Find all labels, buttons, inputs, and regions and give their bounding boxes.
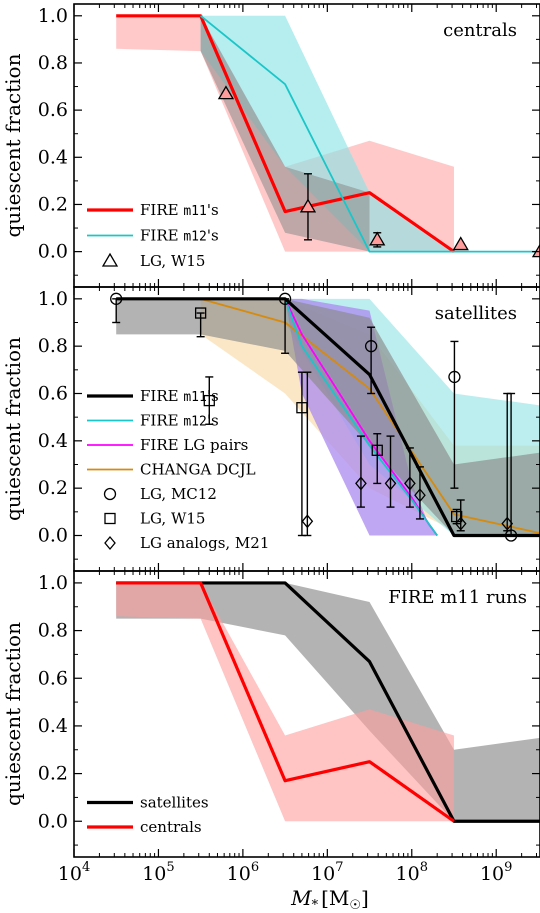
y-axis-label: quiescent fraction	[1, 337, 25, 521]
legend-item: FIRE m12's	[87, 412, 219, 430]
x-tick-label: 107	[311, 860, 343, 885]
legend-item: FIRE LG pairs	[87, 436, 248, 454]
panels: 0.0 0.2 0.4 0.6 0.8 1.0 quiescent fraction cent…	[1, 4, 540, 857]
legend-marker	[105, 514, 115, 524]
legend-item: LG, W15	[105, 510, 205, 528]
x-axis-label: M* [M☉]	[290, 886, 369, 913]
legend-item: satellites	[87, 794, 209, 812]
legend-label: centrals	[140, 818, 202, 836]
legend-label: FIRE LG pairs	[140, 436, 248, 454]
y-tick-label: 0.0	[38, 810, 68, 832]
y-tick-label: 0.8	[38, 335, 68, 357]
y-tick-label: 1.0	[38, 5, 68, 27]
y-tick-label: 0.0	[38, 525, 68, 547]
panel-fire-m11-runs: 0.0 0.2 0.4 0.6 0.8 1.0 quiescent fraction FIRE…	[1, 571, 540, 857]
y-tick-label: 1.0	[38, 288, 68, 310]
legend: satellites centrals	[87, 794, 209, 837]
y-tick-label: 0.0	[38, 241, 68, 263]
legend-item: LG, MC12	[105, 485, 217, 503]
legend-marker	[105, 537, 115, 549]
y-tick-label: 0.2	[38, 763, 68, 785]
legend-item: FIRE m11's	[87, 201, 219, 219]
y-tick-label: 0.4	[38, 430, 68, 452]
y-tick-label: 1.0	[38, 572, 68, 594]
y-tick-label: 0.6	[38, 99, 68, 121]
legend-label: FIRE m11's	[140, 201, 219, 219]
legend-item: CHANGA DCJL	[87, 461, 256, 479]
legend-label: LG, W15	[140, 252, 205, 270]
legend-label: FIRE m12's	[140, 227, 219, 245]
data-point-0	[533, 245, 540, 257]
y-tick-label: 0.8	[38, 52, 68, 74]
legend: FIRE m11's FIRE m12's LG, W15	[87, 201, 219, 270]
legend-label: LG analogs, M21	[140, 534, 269, 552]
y-tick-label: 0.2	[38, 477, 68, 499]
x-tick-label: 109	[480, 860, 512, 885]
panel-title: centrals	[443, 20, 517, 41]
legend-marker	[103, 254, 117, 266]
legend-label: satellites	[140, 794, 209, 812]
plot-area	[116, 583, 540, 821]
x-tick-label: 104	[58, 860, 90, 885]
data-point-0	[454, 238, 468, 250]
legend-item: LG, W15	[103, 252, 205, 270]
legend-item: LG analogs, M21	[105, 534, 269, 552]
y-tick-label: 0.6	[38, 667, 68, 689]
legend-label: LG, MC12	[140, 485, 217, 503]
x-axis: M* [M☉] 104 105 106 107 108 109	[58, 860, 513, 913]
x-tick-label: 105	[142, 860, 174, 885]
x-tick-label: 106	[227, 860, 259, 885]
panel-satellites: 0.0 0.2 0.4 0.6 0.8 1.0 quiescent fraction sate…	[1, 287, 540, 571]
x-tick-label: 108	[396, 860, 428, 885]
legend-item: centrals	[87, 818, 202, 836]
legend-label: FIRE m11's	[140, 387, 219, 405]
legend-item: FIRE m12's	[87, 227, 219, 245]
plot-area	[116, 16, 540, 257]
y-tick-label: 0.4	[38, 146, 68, 168]
legend: FIRE m11's FIRE m12's FIRE LG pairs CHANGA …	[87, 387, 269, 552]
y-tick-label: 0.8	[38, 620, 68, 642]
panel-title: FIRE m11 runs	[388, 587, 527, 608]
panel-title: satellites	[435, 303, 517, 324]
y-tick-label: 0.2	[38, 193, 68, 215]
legend-item: FIRE m11's	[87, 387, 219, 405]
y-axis-label: quiescent fraction	[1, 53, 25, 237]
legend-label: FIRE m12's	[140, 412, 219, 430]
y-tick-label: 0.6	[38, 383, 68, 405]
legend-label: LG, W15	[140, 510, 205, 528]
panel-centrals: 0.0 0.2 0.4 0.6 0.8 1.0 quiescent fraction cent…	[1, 4, 540, 287]
y-tick-label: 0.4	[38, 715, 68, 737]
y-axis-label: quiescent fraction	[1, 622, 25, 806]
legend-marker	[105, 489, 116, 500]
legend-label: CHANGA DCJL	[140, 461, 256, 479]
